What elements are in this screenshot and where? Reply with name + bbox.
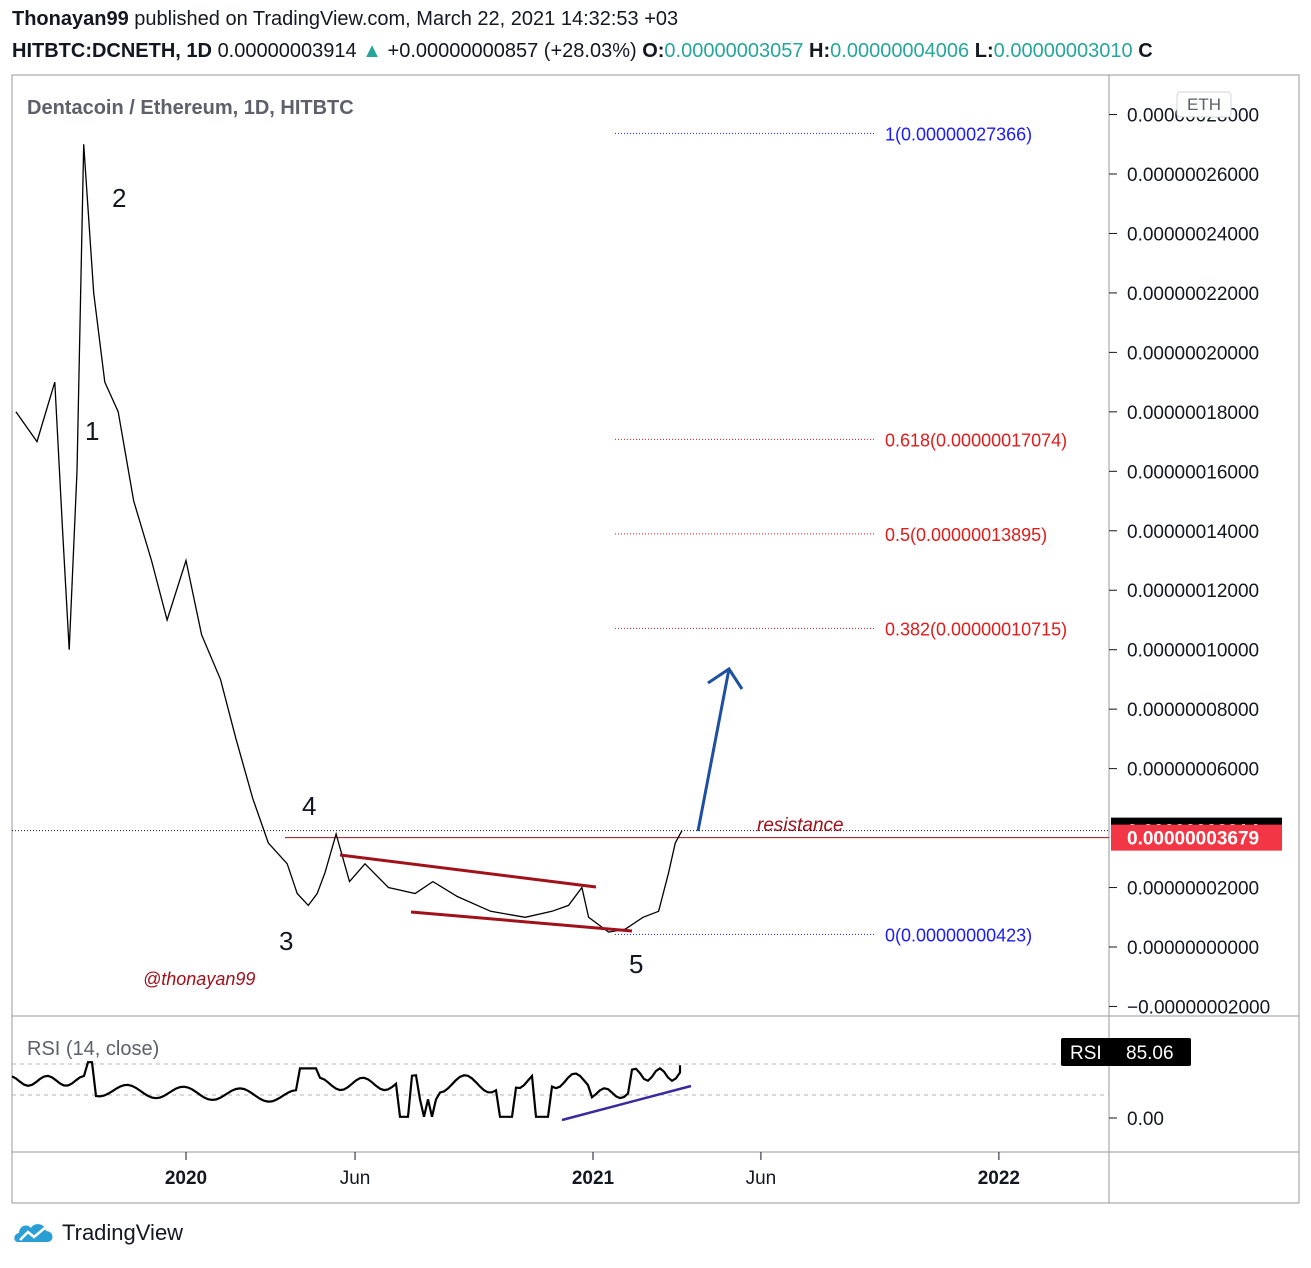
y-tick-label: 0.00000000000 (1127, 938, 1259, 959)
change-value: +0.00000000857 (+28.03%) (387, 40, 637, 62)
close-label: C (1138, 40, 1153, 62)
rsi-axis-label: 0.00 (1127, 1109, 1164, 1130)
y-tick-label: 0.00000014000 (1127, 522, 1259, 543)
x-tick-label: 2022 (978, 1168, 1020, 1189)
high-label: H: (809, 40, 831, 62)
high-value: 0.00000004006 (830, 40, 970, 62)
currency-badge-box (1176, 91, 1232, 118)
author-watermark: @thonayan99 (143, 969, 255, 989)
tradingview-logo-icon (14, 1224, 53, 1242)
price-tag-label: 0.00000003679 (1127, 829, 1259, 850)
fib-level-label: 0.382(0.00000010715) (885, 619, 1067, 639)
resistance-label: resistance (757, 815, 844, 836)
published-text: published on TradingView.com, March 22, … (134, 8, 679, 30)
wave-label-1: 1 (85, 416, 99, 446)
publish-info: Thonayan99 published on TradingView.com,… (12, 8, 678, 31)
chart-frame (11, 74, 1300, 1204)
y-tick-label: 0.00000022000 (1127, 284, 1259, 305)
fib-level-label: 0.618(0.00000017074) (885, 430, 1067, 450)
wave-label-5: 5 (629, 949, 643, 979)
rsi-value-tag: RSI 85.06 (1061, 1038, 1191, 1066)
time-axis[interactable]: 2020 Jun 2021 Jun 2022 (165, 1152, 1020, 1189)
fibonacci-levels: 1(0.00000027366) 0.618(0.00000017074) 0.5(… (615, 124, 1067, 945)
rsi-tag-box (1061, 1038, 1191, 1066)
rsi-tag-name: RSI (1070, 1043, 1102, 1064)
fib-level-label: 0.5(0.00000013895) (885, 525, 1047, 545)
x-tick-label: Jun (746, 1168, 777, 1189)
open-label: O: (642, 40, 665, 62)
wedge-upper-trendline (339, 853, 597, 889)
y-tick-label: 0.00000024000 (1127, 224, 1259, 245)
arrow-head-icon (707, 666, 744, 690)
tradingview-brand: TradingView (62, 1220, 184, 1245)
tradingview-footer[interactable]: TradingView (12, 1218, 183, 1248)
rsi-title: RSI (14, close) (27, 1038, 159, 1060)
price-series-line (15, 144, 683, 933)
wave-label-3: 3 (279, 926, 293, 956)
symbol-label: HITBTC:DCNETH, 1D (12, 40, 212, 62)
price-tag-box (1111, 824, 1282, 851)
price-axis[interactable]: 0.000000280000.000000260000.000000240000… (1109, 106, 1270, 1019)
y-tick-label: 0.00000008000 (1127, 700, 1259, 721)
y-tick-label: 0.00000018000 (1127, 403, 1259, 424)
fib-level-label: 1(0.00000027366) (885, 124, 1032, 144)
y-tick-label: 0.00000026000 (1127, 165, 1259, 186)
y-tick-label: 0.00000010000 (1127, 641, 1259, 662)
y-tick-label: 0.00000006000 (1127, 760, 1259, 781)
x-tick-label: Jun (340, 1168, 371, 1189)
rsi-trendline (561, 1084, 692, 1122)
projection-arrow (696, 666, 744, 832)
currency-badge-label: ETH (1187, 95, 1221, 114)
y-tick-label: 0.00000020000 (1127, 343, 1259, 364)
ohlc-header: HITBTC:DCNETH, 1D 0.00000003914 ▲ +0.000… (12, 40, 1153, 63)
low-value: 0.00000003010 (993, 40, 1133, 62)
low-label: L: (974, 40, 994, 62)
y-tick-label: −0.00000002000 (1127, 997, 1270, 1018)
wave-label-4: 4 (302, 791, 316, 821)
y-tick-label: 0.00000016000 (1127, 462, 1259, 483)
x-tick-label: 2021 (572, 1168, 615, 1189)
open-value: 0.00000003057 (664, 40, 804, 62)
wave-label-2: 2 (112, 183, 126, 213)
author-name[interactable]: Thonayan99 (12, 8, 129, 30)
rsi-tag-value: 85.06 (1126, 1043, 1174, 1064)
rsi-series-line (11, 1061, 682, 1118)
projection-arrow-shaft (696, 668, 731, 832)
y-tick-label: 0.00000002000 (1127, 879, 1259, 900)
y-tick-label: 0.00000012000 (1127, 581, 1259, 602)
wedge-lower-trendline (410, 910, 633, 933)
currency-badge[interactable]: ETH (1176, 91, 1232, 118)
chart-title: Dentacoin / Ethereum, 1D, HITBTC (27, 97, 354, 119)
last-price: 0.00000003914 (217, 40, 357, 62)
fib-level-label: 0(0.00000000423) (885, 925, 1032, 945)
change-arrow-icon: ▲ (362, 40, 382, 62)
price-tags: 0.000000039140.00000003679 (1111, 817, 1282, 851)
x-tick-label: 2020 (165, 1168, 207, 1189)
